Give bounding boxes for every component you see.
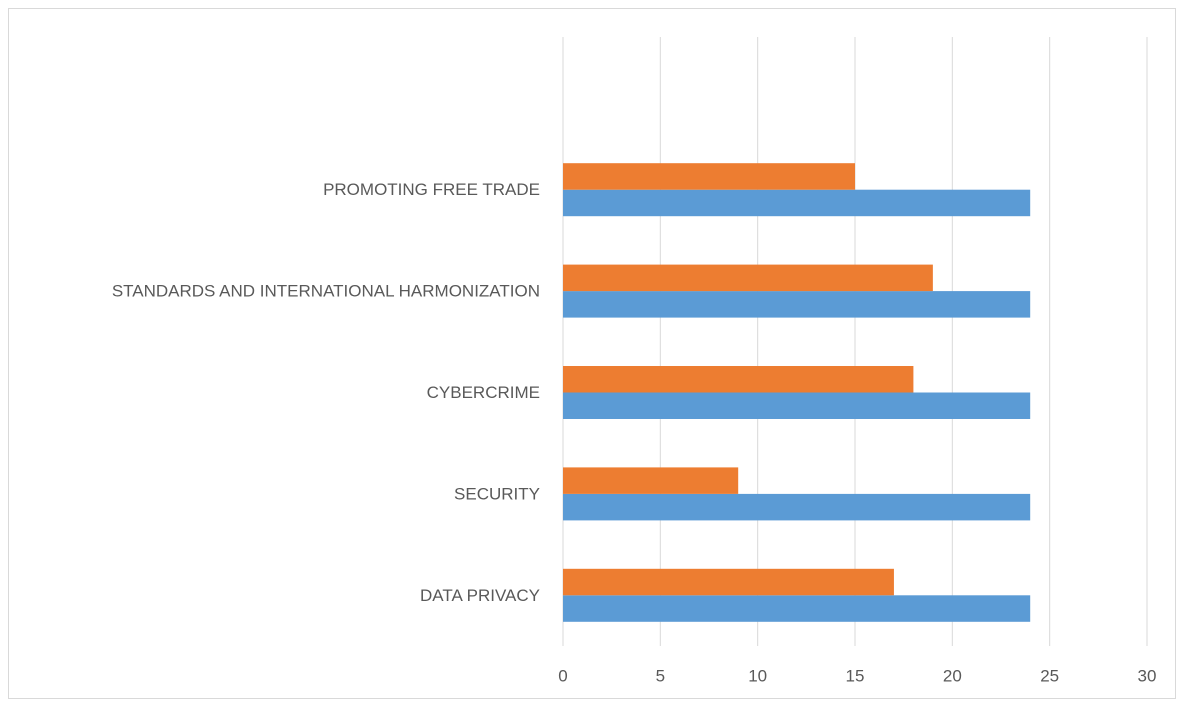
y-tick-label: CYBERCRIME (427, 383, 540, 402)
y-tick-label: DATA PRIVACY (420, 586, 540, 605)
bar (563, 264, 933, 292)
x-tick-label: 15 (846, 666, 865, 685)
x-tick-label: 0 (558, 666, 567, 685)
bar (563, 189, 1031, 217)
x-tick-label: 5 (656, 666, 665, 685)
y-tick-label: PROMOTING FREE TRADE (323, 180, 540, 199)
bar (563, 595, 1031, 622)
y-tick-label: SECURITY (454, 484, 540, 503)
bar (563, 467, 739, 494)
bar (563, 568, 894, 596)
bar (563, 163, 855, 190)
y-tick-label: STANDARDS AND INTERNATIONAL HARMONIZATIO… (112, 282, 540, 301)
chart-border (8, 8, 1176, 699)
bar (563, 291, 1031, 318)
bar (563, 493, 1031, 521)
x-tick-label: 20 (943, 666, 962, 685)
x-tick-label: 30 (1138, 666, 1157, 685)
x-tick-label: 10 (748, 666, 767, 685)
bar (563, 392, 1031, 419)
x-tick-label: 25 (1040, 666, 1059, 685)
bar (563, 366, 914, 393)
